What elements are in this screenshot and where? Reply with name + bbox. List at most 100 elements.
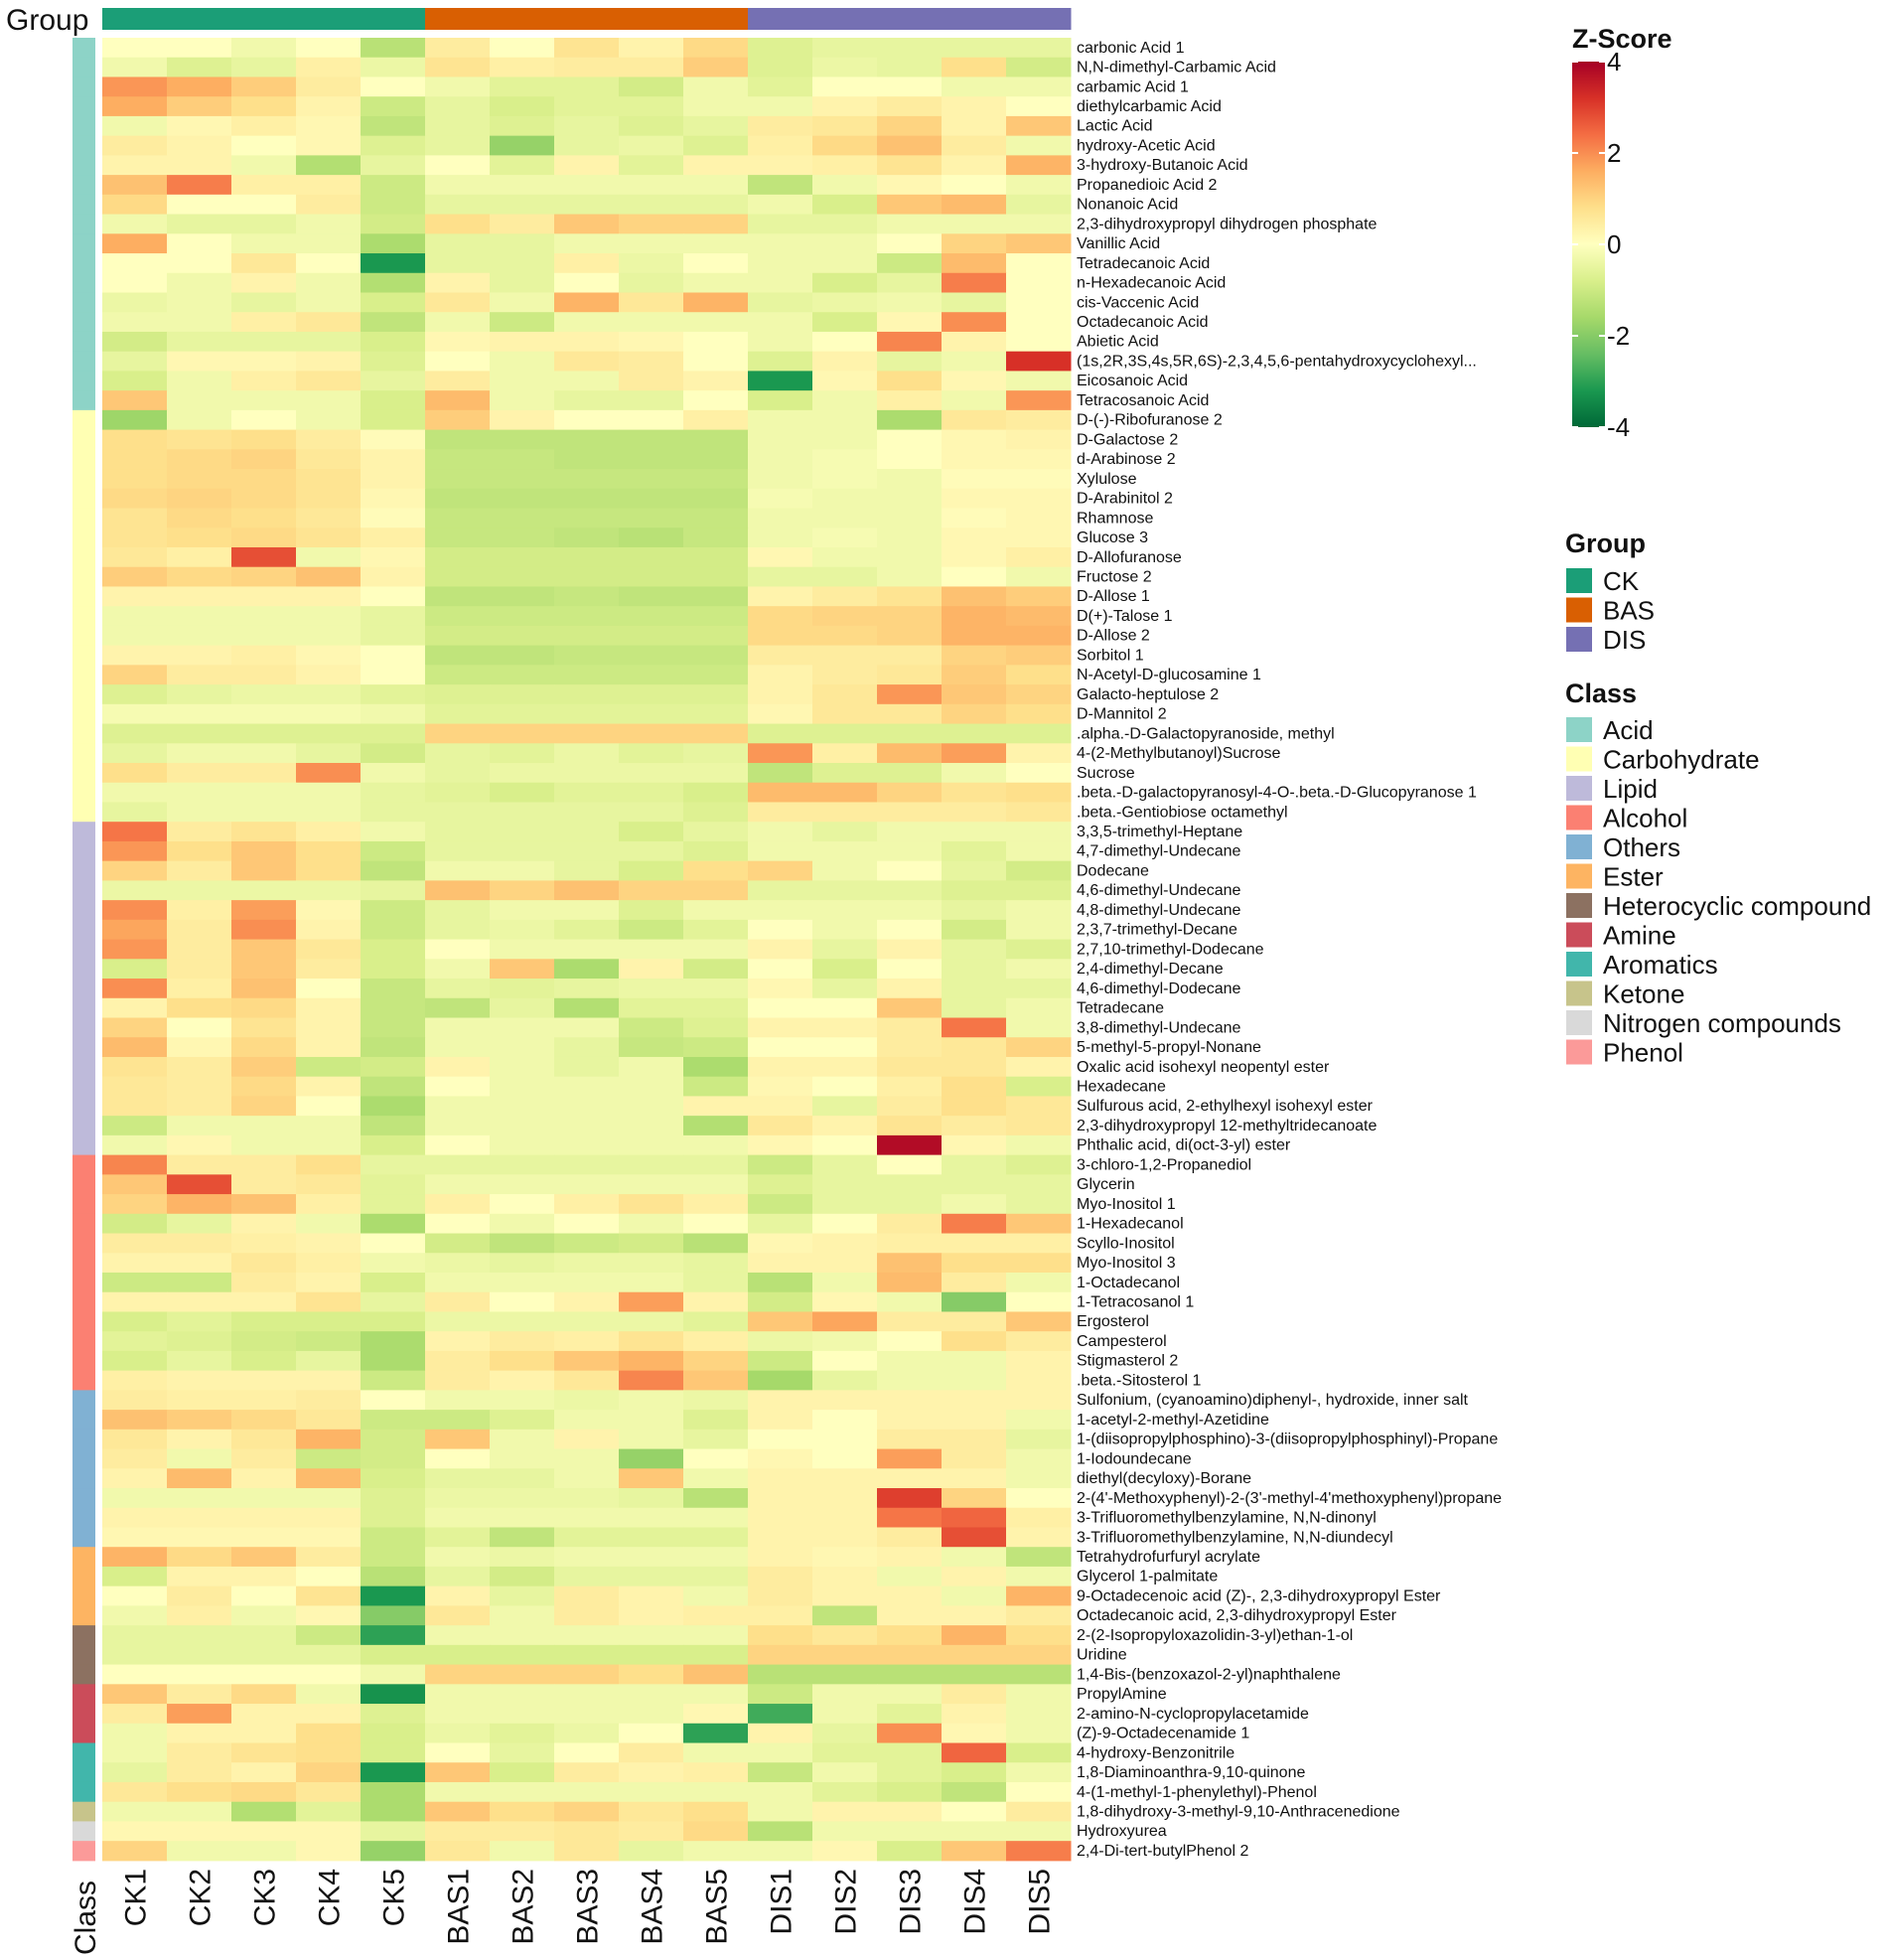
heatmap-cell (231, 1664, 297, 1685)
heatmap-cell (167, 566, 232, 587)
heatmap-cell (812, 1684, 878, 1705)
row-label: 1-Octadecanol (1077, 1275, 1180, 1291)
heatmap-cell (425, 1017, 491, 1038)
heatmap-cell (102, 703, 168, 725)
heatmap-cell (812, 1154, 878, 1175)
heatmap-cell (942, 1762, 1007, 1783)
heatmap-cell (554, 1233, 620, 1254)
heatmap-cell (1006, 1723, 1072, 1744)
heatmap-cell (231, 703, 297, 725)
heatmap-cell (425, 1488, 491, 1509)
class-bar-cell (73, 665, 95, 685)
heatmap-cell (877, 1664, 943, 1685)
heatmap-cell (231, 57, 297, 77)
heatmap-cell (619, 292, 684, 313)
heatmap-cell (812, 1253, 878, 1274)
heatmap-cell (1006, 409, 1072, 431)
heatmap-cell (361, 409, 426, 431)
heatmap-cell (877, 1311, 943, 1332)
heatmap-cell (554, 1272, 620, 1293)
heatmap-cell (619, 1801, 684, 1822)
class-bar-cell (73, 331, 95, 353)
column-label: DIS1 (766, 1869, 799, 1935)
heatmap-cell (683, 1194, 749, 1215)
heatmap-cell (102, 1017, 168, 1038)
class-legend-swatch (1566, 1010, 1592, 1035)
heatmap-cell (1006, 1116, 1072, 1136)
heatmap-cell (942, 1585, 1007, 1606)
heatmap-cell (942, 1742, 1007, 1763)
heatmap-cell (554, 1174, 620, 1195)
heatmap-cell (490, 1429, 555, 1450)
heatmap-cell (296, 233, 362, 254)
heatmap-cell (748, 292, 813, 313)
heatmap-cell (490, 135, 555, 156)
heatmap-cell (619, 1037, 684, 1058)
heatmap-cell (296, 1625, 362, 1646)
heatmap-cell (425, 57, 491, 77)
heatmap-cell (748, 939, 813, 960)
heatmap-cell (1006, 1625, 1072, 1646)
heatmap-cell (490, 57, 555, 77)
heatmap-cell (102, 979, 168, 999)
heatmap-cell (167, 860, 232, 881)
heatmap-cell (942, 606, 1007, 627)
heatmap-cell (554, 900, 620, 921)
heatmap-cell (748, 1841, 813, 1862)
heatmap-cell (102, 1134, 168, 1156)
row-label: Myo-Inositol 1 (1077, 1196, 1176, 1213)
heatmap-cell (683, 860, 749, 881)
class-legend-swatch (1566, 922, 1592, 948)
heatmap-cell (102, 292, 168, 313)
heatmap-cell (1006, 1253, 1072, 1274)
heatmap-cell (683, 155, 749, 176)
heatmap-cell (683, 684, 749, 705)
heatmap-cell (554, 763, 620, 784)
heatmap-cell (425, 645, 491, 666)
heatmap-cell (877, 1605, 943, 1626)
heatmap-cell (296, 1801, 362, 1822)
heatmap-cell (490, 1448, 555, 1469)
heatmap-cell (619, 272, 684, 293)
row-label: D-(-)-Ribofuranose 2 (1077, 412, 1223, 429)
heatmap-cell (619, 919, 684, 941)
heatmap-cell (361, 1291, 426, 1312)
heatmap-cell (167, 840, 232, 862)
heatmap-cell (942, 822, 1007, 842)
heatmap-cell (942, 1076, 1007, 1097)
row-label: Tetrahydrofurfuryl acrylate (1077, 1549, 1260, 1566)
heatmap-cell (231, 508, 297, 528)
heatmap-cell (296, 1233, 362, 1254)
heatmap-cell (361, 1017, 426, 1038)
column-label: BAS2 (508, 1869, 540, 1945)
heatmap-cell (942, 703, 1007, 725)
heatmap-cell (812, 860, 878, 881)
heatmap-cell (425, 1841, 491, 1862)
heatmap-cell (554, 1076, 620, 1097)
heatmap-cell (554, 371, 620, 391)
heatmap-cell (361, 1233, 426, 1254)
row-label: N,N-dimethyl-Carbamic Acid (1077, 60, 1276, 76)
heatmap-cell (942, 1821, 1007, 1842)
heatmap-cell (942, 979, 1007, 999)
heatmap-cell (425, 1116, 491, 1136)
class-bar-cell (73, 1841, 95, 1862)
heatmap-cell (490, 1370, 555, 1391)
heatmap-cell (167, 1331, 232, 1352)
column-label: DIS2 (830, 1869, 863, 1935)
heatmap-cell (1006, 1194, 1072, 1215)
heatmap-cell (231, 1076, 297, 1097)
heatmap-cell (877, 194, 943, 216)
column-label: CK2 (185, 1869, 218, 1926)
heatmap-cell (683, 429, 749, 450)
heatmap-cell (296, 546, 362, 568)
heatmap-cell (554, 997, 620, 1018)
heatmap-cell (554, 175, 620, 196)
row-label: n-Hexadecanoic Acid (1077, 275, 1226, 292)
heatmap-cell (619, 1566, 684, 1587)
heatmap-cell (102, 1076, 168, 1097)
heatmap-cell (683, 1664, 749, 1685)
heatmap-cell (425, 312, 491, 333)
heatmap-cell (425, 782, 491, 803)
heatmap-cell (619, 1742, 684, 1763)
